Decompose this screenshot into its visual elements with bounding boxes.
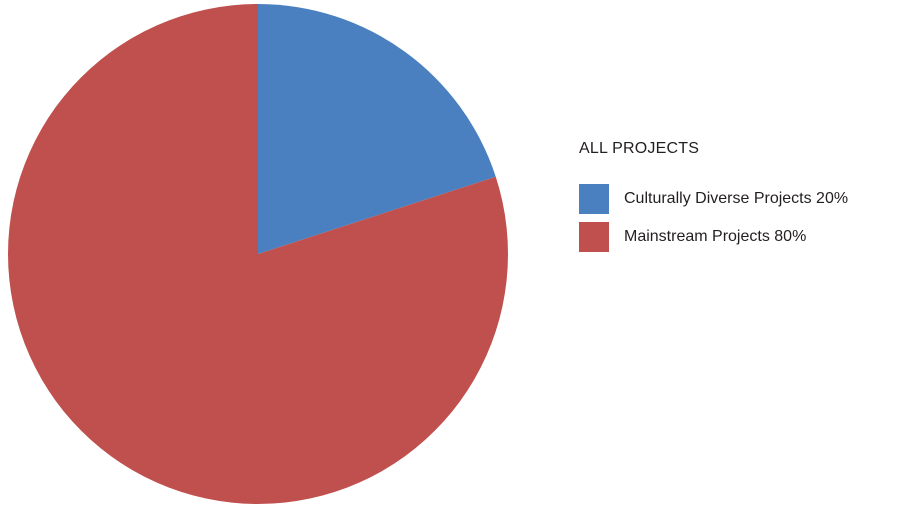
pie-slice-culturally-diverse-projects xyxy=(258,4,496,254)
pie-slice-mainstream-projects xyxy=(8,4,509,505)
legend: ALL PROJECTS Culturally Diverse Projects… xyxy=(579,138,897,260)
legend-title: ALL PROJECTS xyxy=(579,140,700,157)
legend-item-culturally-diverse: Culturally Diverse Projects 20% xyxy=(579,184,897,214)
legend-swatch-culturally-diverse xyxy=(579,184,609,214)
legend-label-culturally-diverse: Culturally Diverse Projects 20% xyxy=(624,190,849,207)
legend-item-mainstream: Mainstream Projects 80% xyxy=(579,222,897,252)
legend-swatch-mainstream xyxy=(579,222,609,252)
legend-label-mainstream: Mainstream Projects 80% xyxy=(624,228,807,245)
pie-slices xyxy=(8,4,509,505)
